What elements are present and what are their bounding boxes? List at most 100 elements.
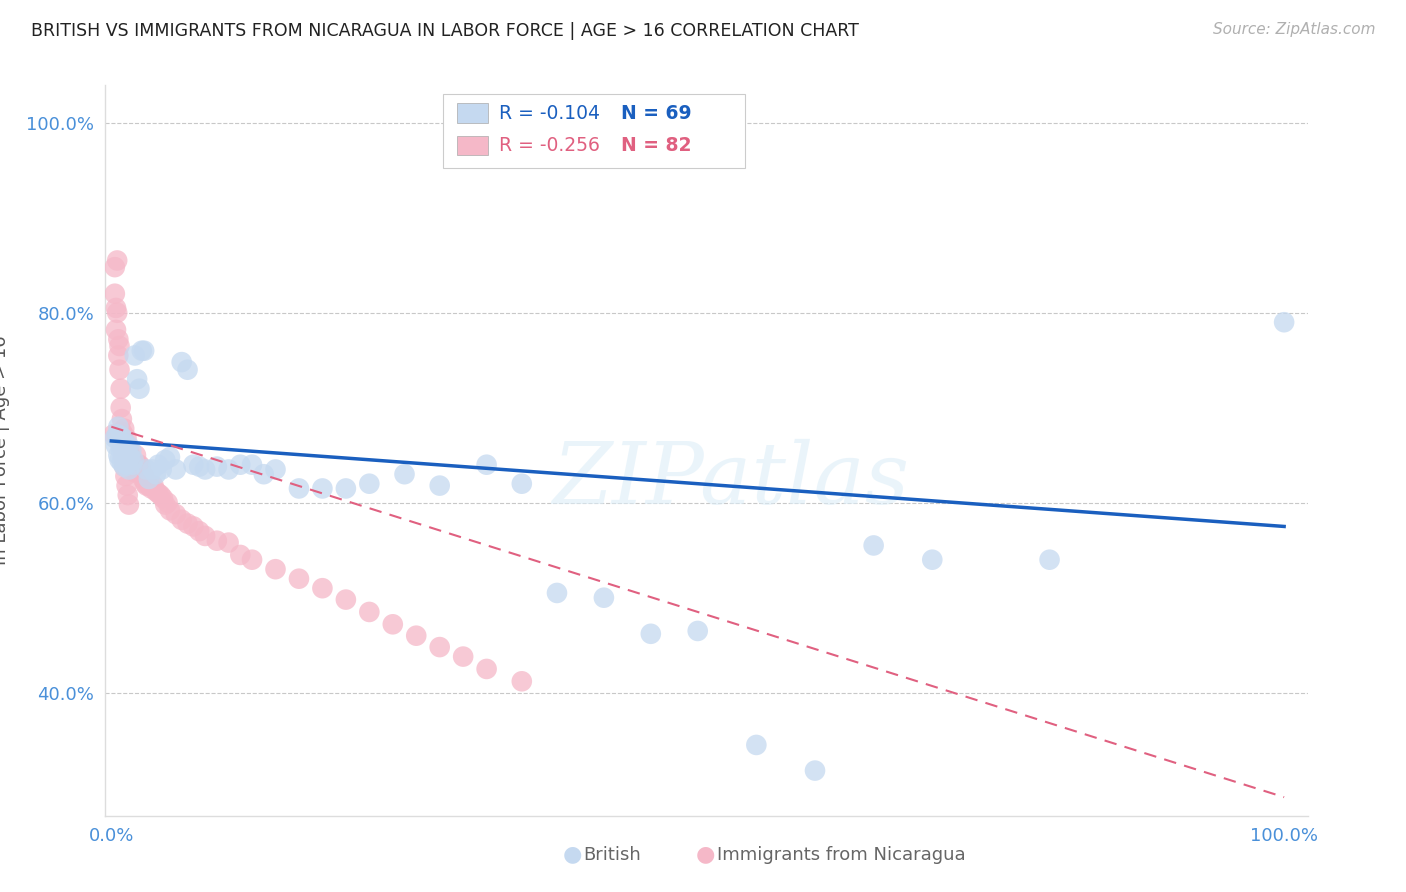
Point (114, 443, 136, 458)
Point (183, 519, 205, 533)
Point (110, 441, 132, 455)
Point (112, 443, 135, 458)
Point (194, 529, 217, 543)
Point (124, 465, 146, 479)
Point (381, 617, 404, 632)
Point (686, 624, 709, 638)
Text: ZIPatlas: ZIPatlas (553, 438, 910, 521)
Point (138, 472, 160, 486)
Point (155, 498, 177, 512)
Point (108, 339, 131, 353)
Point (104, 431, 127, 445)
Point (114, 469, 136, 483)
Point (510, 674, 533, 689)
Point (110, 401, 132, 415)
Point (103, 427, 125, 442)
Point (188, 524, 211, 539)
Point (288, 572, 311, 586)
Point (205, 533, 228, 548)
Point (475, 458, 498, 472)
Point (135, 478, 157, 492)
Point (264, 462, 287, 476)
Point (194, 462, 217, 476)
Point (115, 439, 138, 453)
Point (132, 472, 155, 486)
Point (104, 260, 127, 274)
Point (110, 431, 132, 445)
Point (745, 738, 768, 752)
Point (546, 586, 568, 600)
Point (159, 503, 181, 517)
Point (117, 488, 139, 502)
Point (176, 516, 198, 531)
Point (218, 535, 240, 549)
Text: British: British (583, 846, 641, 863)
Point (640, 627, 662, 641)
Point (114, 439, 136, 453)
Point (862, 538, 884, 552)
Point (205, 459, 228, 474)
Point (108, 453, 131, 467)
Point (131, 343, 153, 358)
Point (105, 323, 128, 337)
Text: Source: ZipAtlas.com: Source: ZipAtlas.com (1212, 22, 1375, 37)
Point (152, 491, 174, 505)
Point (451, 649, 474, 664)
Point (107, 349, 129, 363)
Point (804, 764, 827, 778)
Point (111, 443, 134, 458)
Point (359, 605, 381, 619)
Point (129, 459, 152, 474)
Point (229, 458, 252, 472)
Point (148, 458, 170, 472)
Point (111, 412, 134, 426)
Point (112, 459, 135, 474)
Point (105, 427, 128, 442)
Point (135, 462, 157, 476)
Point (240, 552, 263, 566)
Point (120, 448, 142, 462)
Point (114, 453, 136, 467)
Point (921, 552, 943, 566)
Point (112, 422, 135, 436)
Point (122, 462, 145, 476)
Point (145, 484, 167, 499)
Point (165, 462, 187, 476)
Point (112, 459, 135, 474)
Point (170, 513, 193, 527)
Point (115, 478, 138, 492)
Point (111, 441, 134, 455)
Text: R = -0.104: R = -0.104 (499, 103, 600, 123)
Point (124, 349, 146, 363)
Point (111, 456, 134, 470)
Point (593, 591, 616, 605)
Text: ●: ● (696, 845, 716, 864)
Point (110, 429, 132, 443)
Point (165, 507, 187, 521)
Point (240, 458, 263, 472)
Point (121, 458, 143, 472)
Point (108, 362, 131, 376)
Point (105, 439, 128, 453)
Point (229, 548, 252, 562)
Point (155, 453, 177, 467)
Point (218, 462, 240, 476)
Point (176, 362, 198, 376)
Point (127, 372, 149, 386)
Point (145, 467, 167, 482)
Point (112, 434, 135, 448)
Point (335, 592, 357, 607)
Point (105, 253, 128, 268)
Point (118, 462, 141, 476)
Point (405, 629, 427, 643)
Point (105, 301, 128, 315)
Point (134, 469, 156, 483)
Point (127, 458, 149, 472)
Text: ●: ● (562, 845, 582, 864)
Point (311, 482, 333, 496)
Point (1038, 552, 1060, 566)
Point (112, 427, 135, 442)
Point (159, 450, 181, 464)
Point (121, 459, 143, 474)
Point (264, 562, 287, 576)
